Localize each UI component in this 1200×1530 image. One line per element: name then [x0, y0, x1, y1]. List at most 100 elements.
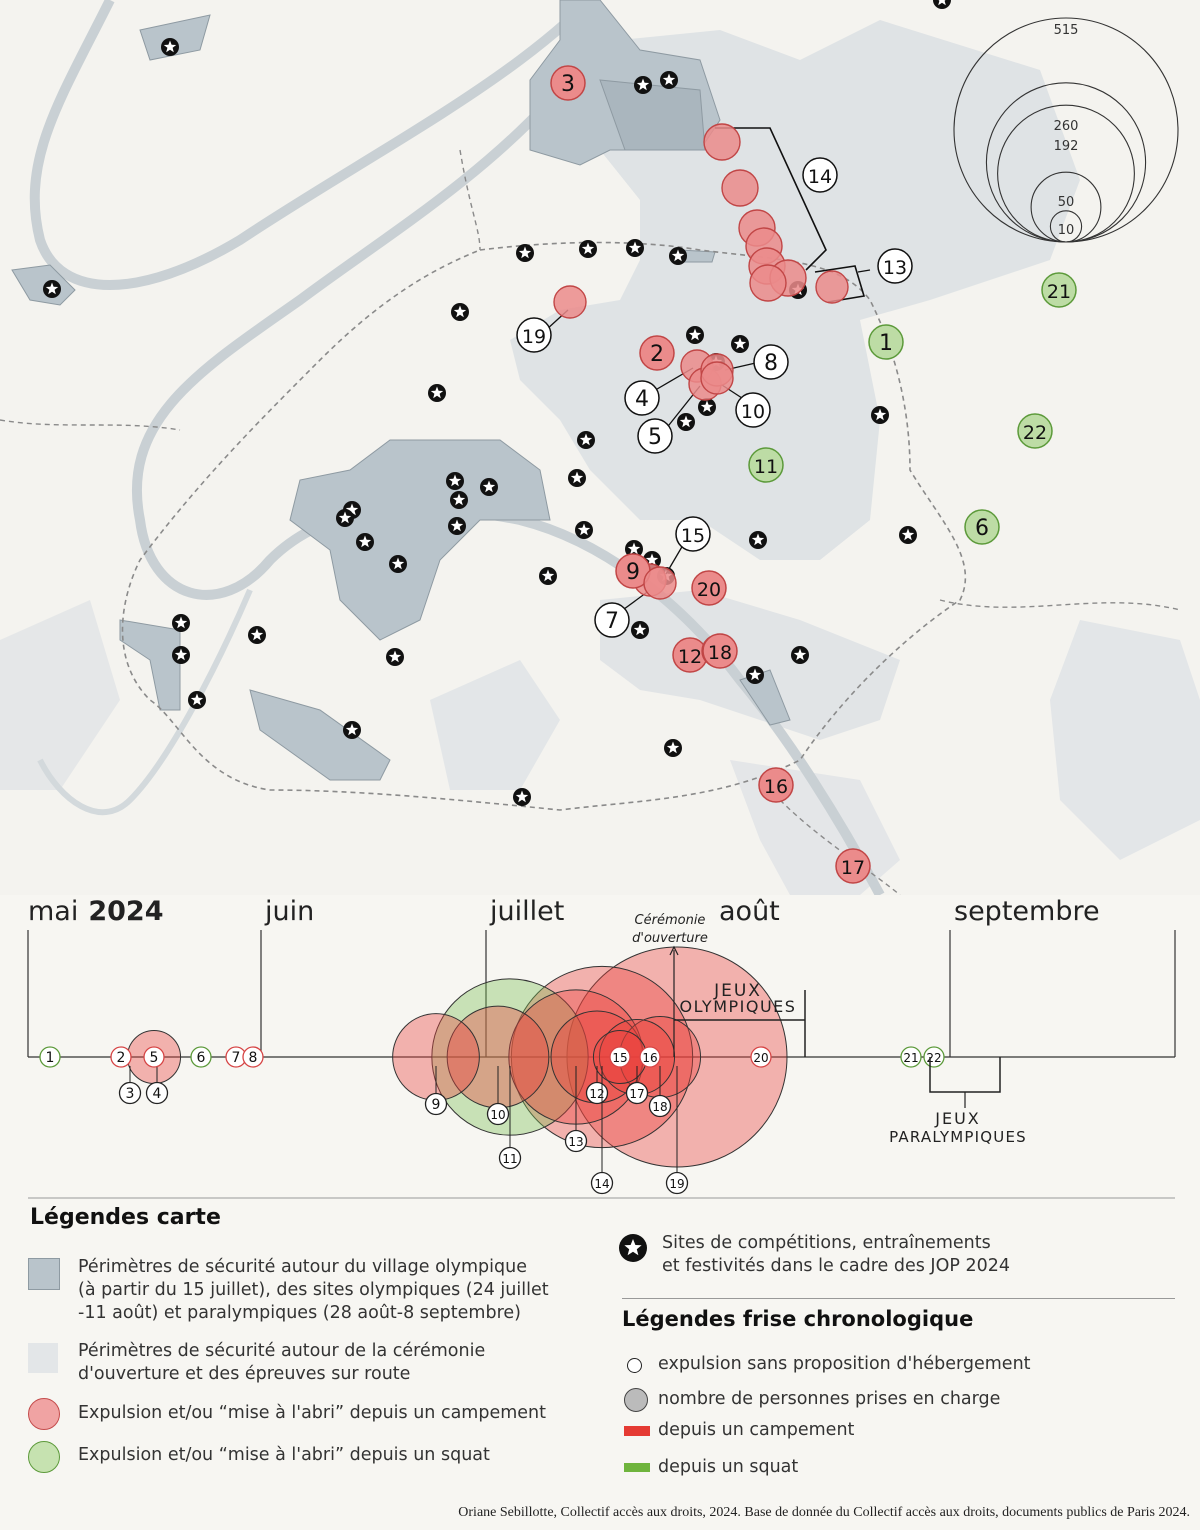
event-16-marker	[758, 767, 794, 803]
star-glyph	[345, 503, 359, 516]
timeline-label-21: 21	[903, 1051, 918, 1065]
event-14-dot	[749, 264, 787, 302]
timeline-label-13: 13	[568, 1135, 583, 1149]
star-glyph	[938, 0, 946, 6]
scale-label: 260	[1054, 119, 1079, 134]
event-5-label: 5	[648, 425, 662, 450]
camp-swatch	[28, 1398, 60, 1430]
star-glyph	[450, 519, 464, 532]
scale-label: 192	[1054, 139, 1079, 154]
month-labels: mai 2024 juin juillet août septembre	[28, 896, 1100, 927]
timeline-label-20: 20	[753, 1051, 768, 1065]
timeline-label-16: 16	[642, 1051, 657, 1065]
no-housing-icon	[627, 1358, 642, 1373]
event-9-label: 9	[626, 560, 640, 585]
star-glyph	[358, 535, 372, 548]
timeline-marker-2	[110, 1046, 132, 1068]
scale-label: 10	[1058, 223, 1075, 238]
star-glyph	[671, 249, 685, 262]
event-17-label: 17	[841, 857, 865, 879]
star-glyph	[793, 648, 807, 661]
map-base	[0, 0, 1200, 898]
month-juillet: juillet	[489, 896, 564, 927]
timeline-marker-14	[590, 1171, 614, 1195]
ceremony-label-2: d'ouverture	[632, 931, 708, 946]
squat-swatch	[28, 1441, 60, 1473]
legend-map-title: Légendes carte	[30, 1205, 221, 1230]
scale-circle-10	[1049, 210, 1083, 243]
star-glyph	[518, 246, 532, 259]
event-13-label: 13	[883, 257, 907, 279]
seine-river	[29, 0, 594, 290]
star-glyph	[628, 241, 642, 254]
month-mai: mai 2024	[28, 896, 164, 927]
event-5-marker	[637, 418, 673, 454]
event-17-marker	[835, 848, 871, 884]
timeline-marker-15	[609, 1046, 631, 1068]
event-3-label: 3	[561, 72, 575, 97]
legend-timeline-title: Légendes frise chronologique	[622, 1307, 974, 1331]
timeline-marker-8	[242, 1046, 264, 1068]
circle-size-legend: 515 260 192 50 10	[953, 17, 1179, 243]
event-18-label: 18	[708, 642, 732, 664]
timeline-label-2: 2	[117, 1050, 126, 1066]
squat-timeline-text: depuis un squat	[658, 1457, 799, 1477]
camp-color-swatch	[624, 1426, 650, 1436]
timeline-label-12: 12	[589, 1087, 604, 1101]
timeline-label-8: 8	[249, 1050, 258, 1066]
star-glyph	[174, 616, 188, 629]
timeline-label-4: 4	[153, 1086, 162, 1102]
credit-line: Oriane Sebillotte, Collectif accès aux d…	[458, 1505, 1190, 1520]
timeline-marker-16	[639, 1046, 661, 1068]
timeline-label-7: 7	[232, 1050, 241, 1066]
star-legend-text: Sites de compétitions, entraînements et …	[662, 1232, 1010, 1278]
timeline-label-11: 11	[502, 1152, 517, 1166]
star-glyph	[570, 471, 584, 484]
light-perimeter-line-2: d'ouverture et des épreuves sur route	[78, 1364, 411, 1384]
ceremony-label-1: Cérémonie	[635, 913, 706, 928]
timeline-label-18: 18	[652, 1100, 667, 1114]
people-count-text: nombre de personnes prises en charge	[658, 1389, 1001, 1409]
star-glyph	[873, 408, 887, 421]
timeline-marker-5	[143, 1046, 165, 1068]
event-8-marker	[753, 344, 789, 380]
timeline-marker-17	[625, 1081, 649, 1105]
event-15-marker	[675, 516, 711, 552]
dark-perimeter-line-2: (à partir du 15 juillet), des sites olym…	[78, 1280, 549, 1300]
star-glyph	[679, 415, 693, 428]
squat-legend-text: Expulsion et/ou “mise à l'abri” depuis u…	[78, 1445, 490, 1465]
dark-perimeter-text: Périmètres de sécurité autour du village…	[78, 1256, 549, 1325]
star-glyph	[482, 480, 496, 493]
event-4-marker	[624, 380, 660, 416]
star-glyph	[515, 790, 529, 803]
star-glyph	[338, 511, 352, 524]
no-housing-text: expulsion sans proposition d'hébergement	[658, 1354, 1031, 1374]
star-glyph	[901, 528, 915, 541]
event-15-label: 15	[681, 525, 705, 547]
event-14-marker	[802, 157, 838, 193]
event-7-label: 7	[605, 609, 619, 634]
event-10-marker	[735, 392, 771, 428]
timeline-label-19: 19	[669, 1177, 684, 1191]
scale-label: 50	[1058, 195, 1075, 210]
star-glyph	[448, 474, 462, 487]
event-20-label: 20	[697, 579, 721, 601]
timeline-marker-1	[39, 1046, 61, 1068]
timeline-marker-10	[486, 1102, 510, 1126]
star-glyph	[45, 282, 59, 295]
event-19-dot	[553, 285, 587, 319]
event-12-label: 12	[678, 646, 702, 668]
timeline: mai 2024 juin juillet août septembre 1 23 45 6 7 8…	[0, 895, 1200, 1200]
timeline-marker-22	[923, 1046, 945, 1068]
star-glyph	[453, 305, 467, 318]
event-14-dot	[703, 123, 741, 161]
light-perimeter-line-1: Périmètres de sécurité autour de la céré…	[78, 1341, 486, 1361]
star-glyph	[577, 523, 591, 536]
star-glyph	[748, 668, 762, 681]
timeline-annotations: Cérémonied'ouvertureJEUXOLYMPIQUESJEUXPA…	[632, 913, 1026, 1146]
paris-boundary	[121, 241, 967, 811]
star-glyph	[662, 73, 676, 86]
event-2-marker	[639, 335, 675, 371]
people-count-icon	[624, 1388, 648, 1412]
